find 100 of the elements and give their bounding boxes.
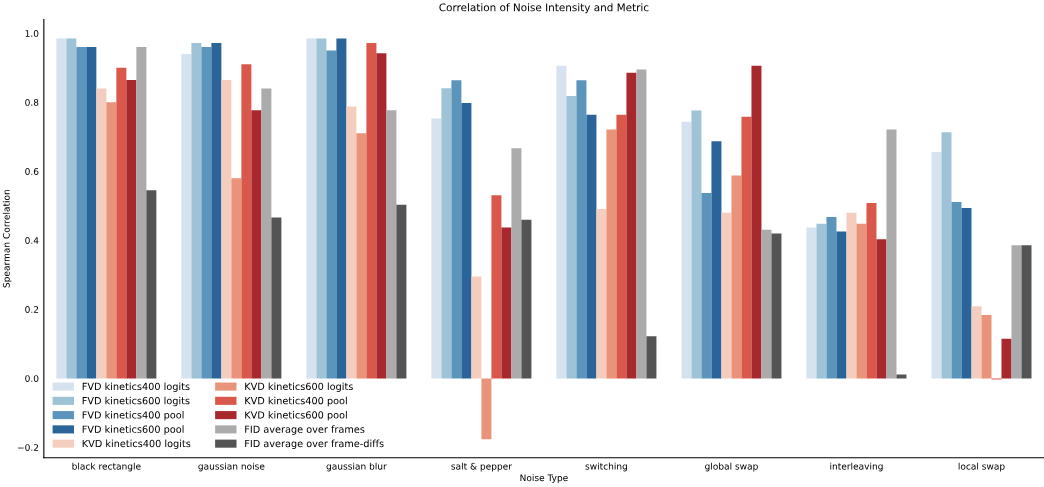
- bar: [836, 231, 847, 379]
- bar: [231, 178, 242, 379]
- bar: [616, 114, 627, 379]
- chart-title: Correlation of Noise Intensity and Metric: [439, 3, 649, 14]
- x-axis-title: Noise Type: [520, 474, 568, 483]
- bar: [596, 208, 607, 379]
- bar: [96, 88, 107, 379]
- bar: [606, 129, 617, 379]
- bar: [866, 203, 877, 379]
- bar: [191, 42, 202, 379]
- bar: [846, 212, 857, 379]
- bar: [951, 202, 962, 379]
- bar: [751, 65, 762, 379]
- bar: [971, 306, 982, 379]
- bar: [146, 190, 157, 379]
- bar: [491, 195, 502, 379]
- bar: [221, 79, 232, 379]
- bar: [116, 67, 127, 379]
- legend-label: KVD kinetics600 pool: [245, 411, 347, 421]
- bar: [626, 72, 637, 379]
- bar: [56, 38, 67, 379]
- bar: [356, 133, 367, 379]
- legend-label: FVD kinetics400 logits: [82, 382, 190, 392]
- y-tick-label: −0.2: [18, 444, 39, 451]
- bar: [306, 38, 317, 379]
- bar: [681, 121, 692, 379]
- bar: [741, 116, 752, 379]
- bar: [211, 42, 222, 379]
- bar: [1021, 245, 1032, 379]
- bar: [856, 223, 867, 379]
- bar: [521, 219, 532, 379]
- y-tick-label: 0.4: [25, 237, 39, 244]
- bar: [701, 193, 712, 379]
- y-tick-label: 0.8: [25, 99, 39, 106]
- legend-label: FID average over frames: [245, 425, 365, 435]
- bar: [76, 47, 87, 379]
- bar: [816, 223, 827, 379]
- legend-label: FVD kinetics400 pool: [82, 411, 184, 421]
- bar: [511, 148, 522, 379]
- bar: [336, 38, 347, 379]
- bar: [461, 103, 472, 379]
- bar: [806, 227, 817, 379]
- bar: [566, 96, 577, 379]
- bar: [431, 118, 442, 379]
- bar: [931, 152, 942, 379]
- bar: [721, 212, 732, 379]
- bar: [201, 47, 212, 379]
- bar: [481, 378, 492, 440]
- x-tick-label: gaussian blur: [326, 462, 387, 472]
- bar: [761, 229, 772, 379]
- x-tick-label: salt & pepper: [451, 462, 512, 472]
- legend-label: FVD kinetics600 logits: [82, 396, 190, 407]
- y-tick-label: 1.0: [25, 30, 39, 37]
- bar: [346, 106, 357, 379]
- bar: [451, 80, 462, 379]
- bar: [941, 132, 952, 379]
- bar: [961, 207, 972, 379]
- bar: [251, 110, 262, 379]
- bar: [366, 42, 377, 379]
- x-tick-label: interleaving: [830, 462, 883, 472]
- bar: [471, 276, 482, 379]
- bar: [261, 88, 272, 379]
- y-tick-label: 0.0: [25, 375, 39, 382]
- bar: [586, 114, 597, 379]
- y-axis-title: Spearman Correlation: [2, 190, 12, 288]
- bar: [136, 47, 147, 379]
- bar: [501, 227, 512, 379]
- x-tick-label: black rectangle: [72, 462, 141, 472]
- bar: [556, 65, 567, 379]
- bar: [181, 53, 192, 379]
- bar: [711, 141, 722, 379]
- bar: [1001, 338, 1012, 379]
- x-tick-label: switching: [585, 462, 627, 472]
- bar: [126, 79, 137, 379]
- bar: [576, 80, 587, 379]
- legend-label: KVD kinetics400 pool: [245, 396, 347, 407]
- bar: [1011, 245, 1022, 379]
- bar: [771, 233, 782, 379]
- legend-label: KVD kinetics400 logits: [82, 439, 191, 450]
- bar: [646, 336, 657, 379]
- bar: [376, 53, 387, 379]
- legend-label: FVD kinetics600 pool: [82, 425, 184, 435]
- bar: [731, 175, 742, 379]
- x-tick-label: global swap: [705, 462, 758, 472]
- bar: [441, 88, 452, 379]
- y-tick-label: 0.6: [25, 168, 39, 175]
- bar: [386, 110, 397, 379]
- bar: [316, 38, 327, 379]
- bar: [396, 204, 407, 379]
- bar: [691, 110, 702, 379]
- legend-label: KVD kinetics600 logits: [245, 382, 353, 392]
- bar: [981, 314, 992, 379]
- bar: [271, 217, 282, 379]
- x-tick-label: local swap: [958, 462, 1005, 472]
- bar: [241, 64, 252, 379]
- bar: [66, 38, 77, 379]
- bar: [636, 69, 647, 379]
- legend-label: FID average over frame-diffs: [245, 439, 384, 450]
- bar: [876, 239, 887, 379]
- x-tick-label: gaussian noise: [198, 462, 265, 472]
